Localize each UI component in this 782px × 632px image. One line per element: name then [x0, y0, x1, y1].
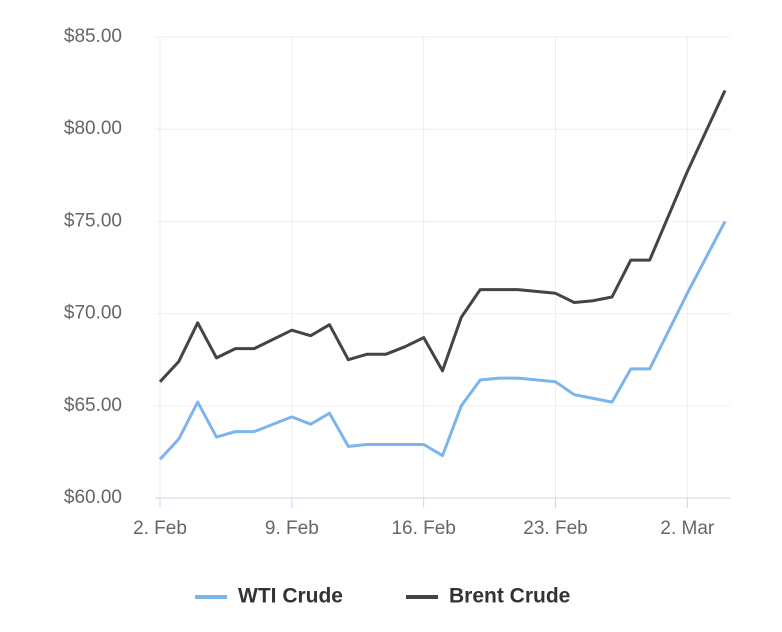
x-tick-label: 23. Feb	[523, 518, 587, 539]
x-tick-label: 16. Feb	[391, 518, 455, 539]
y-tick-label: $65.00	[64, 395, 122, 416]
x-tick-label: 2. Mar	[660, 518, 715, 539]
y-tick-label: $85.00	[64, 26, 122, 47]
x-tick-label: 9. Feb	[265, 518, 319, 539]
series-line	[158, 89, 727, 383]
y-tick-label: $80.00	[64, 118, 122, 139]
y-tick-label: $70.00	[64, 303, 122, 324]
y-tick-label: $60.00	[64, 487, 122, 508]
x-tick-label: 2. Feb	[133, 518, 187, 539]
legend-label: Brent Crude	[449, 585, 570, 608]
series-line	[158, 220, 727, 461]
y-tick-label: $75.00	[64, 210, 122, 231]
legend-label: WTI Crude	[238, 585, 343, 608]
